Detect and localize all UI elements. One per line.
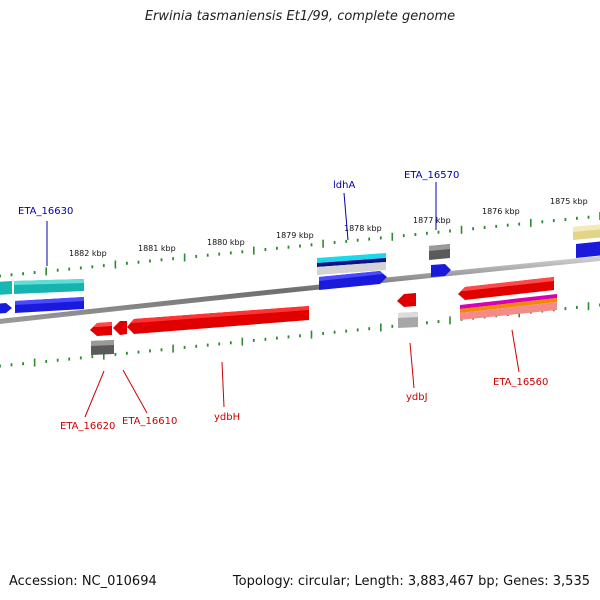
tick-label-1877: 1877 kbp (413, 216, 451, 225)
label-leader (221, 361, 225, 408)
gene-highlight (15, 297, 84, 305)
gene-highlight (91, 340, 114, 346)
gene-left-edge-blue[interactable] (0, 303, 12, 314)
gene-label-eta16630[interactable]: ETA_16630 (18, 206, 73, 217)
gene-eta16560-magenta[interactable] (460, 294, 557, 309)
gene-label-eta16570[interactable]: ETA_16570 (404, 170, 459, 181)
map-title: Erwinia tasmaniensis Et1/99, complete ge… (144, 9, 456, 24)
label-leader (343, 192, 349, 241)
gene-highlight (461, 277, 554, 291)
gene-ldha-grey[interactable] (317, 262, 386, 275)
label-leader (122, 369, 148, 414)
tick-label-1879: 1879 kbp (276, 231, 314, 240)
gene-highlight (429, 244, 450, 251)
gene-highlight (398, 312, 418, 318)
gene-label-ldha[interactable]: ldhA (333, 180, 355, 191)
gene-highlight (319, 271, 383, 281)
tick-label-1878: 1878 kbp (344, 224, 382, 233)
genome-backbone (0, 255, 600, 324)
label-leader (511, 329, 520, 373)
gene-highlight (130, 306, 309, 323)
gene-ldha-navy[interactable] (317, 258, 386, 267)
gene-eta16610[interactable] (113, 321, 127, 335)
gene-right-blue[interactable] (576, 241, 600, 258)
gene-highlight (14, 279, 84, 285)
gene-eta16570[interactable] (431, 264, 451, 277)
gene-label-eta16610[interactable]: ETA_16610 (122, 416, 177, 427)
label-leader (409, 342, 415, 389)
tick-label-1882: 1882 kbp (69, 249, 107, 258)
gene-ydbj[interactable] (397, 293, 416, 307)
tick-label-1881: 1881 kbp (138, 244, 176, 253)
topology-info: Topology: circular; Length: 3,883,467 bp… (232, 574, 590, 589)
kbp-ruler-upper (0, 212, 600, 278)
gene-label-eta16620[interactable]: ETA_16620 (60, 421, 115, 432)
gene-eta16560-orange[interactable] (460, 298, 557, 313)
gene-label-ydbh[interactable]: ydbH (214, 412, 240, 423)
label-leader (84, 370, 105, 418)
tick-label-1876: 1876 kbp (482, 207, 520, 216)
accession-info: Accession: NC_010694 (9, 574, 157, 589)
gene-label-ydbj[interactable]: ydbJ (406, 392, 428, 403)
tick-label-1880: 1880 kbp (207, 238, 245, 247)
gene-eta16560-pink[interactable] (460, 302, 557, 320)
gene-ldha-cyan[interactable] (317, 253, 386, 263)
gene-highlight (573, 224, 600, 232)
tick-label-1875: 1875 kbp (550, 197, 588, 206)
gene-highlight (93, 322, 112, 327)
gene-label-eta16560[interactable]: ETA_16560 (493, 377, 548, 388)
gene-eta16630-teal[interactable] (0, 281, 12, 295)
